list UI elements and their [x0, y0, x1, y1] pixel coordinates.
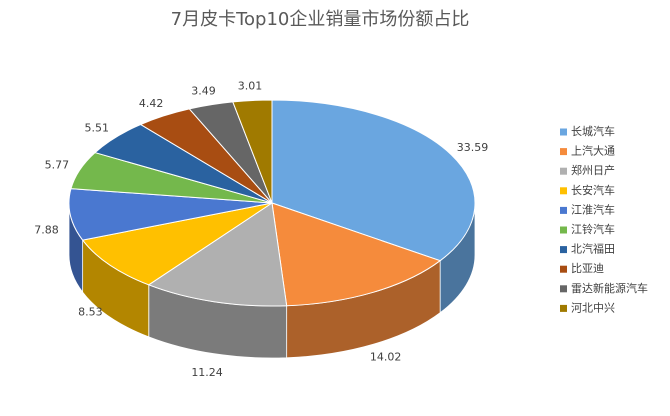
data-label: 33.59	[457, 141, 489, 154]
legend-swatch	[560, 285, 567, 293]
legend-swatch	[560, 304, 567, 312]
slice	[271, 99, 476, 262]
chart-title: 7月皮卡Top10企业销量市场份额占比	[171, 9, 470, 30]
data-label: 14.02	[370, 350, 402, 363]
legend-label: 江铃汽车	[571, 222, 615, 236]
slice	[147, 202, 288, 307]
slice	[81, 202, 273, 286]
data-label: 8.53	[78, 305, 103, 318]
data-label: 3.01	[238, 80, 263, 93]
data-label: 11.24	[191, 366, 223, 379]
legend-label: 雷达新能源汽车	[571, 281, 648, 295]
legend-label: 河北中兴	[571, 301, 615, 314]
legend-label: 江淮汽车	[571, 202, 615, 216]
legend-label: 长安汽车	[571, 183, 615, 197]
legend-label: 郑州日产	[571, 163, 615, 177]
legend-swatch	[560, 167, 567, 175]
data-label: 5.77	[45, 159, 70, 172]
legend-swatch	[560, 206, 567, 214]
data-label: 3.49	[191, 84, 216, 97]
slice	[271, 202, 442, 307]
legend-swatch	[560, 226, 567, 234]
slice	[232, 99, 273, 204]
legend-swatch	[560, 128, 567, 136]
legend-swatch	[560, 265, 567, 273]
legend-label: 比亚迪	[571, 262, 604, 275]
data-label: 4.42	[139, 97, 164, 110]
data-label: 5.51	[85, 122, 110, 135]
slice	[68, 188, 273, 241]
data-label: 7.88	[34, 223, 59, 236]
legend-label: 长城汽车	[571, 124, 615, 138]
legend-label: 上汽大通	[571, 144, 615, 158]
legend-label: 北汽福田	[571, 242, 615, 256]
legend-swatch	[560, 148, 567, 156]
legend-swatch	[560, 187, 567, 195]
legend-swatch	[560, 246, 567, 254]
